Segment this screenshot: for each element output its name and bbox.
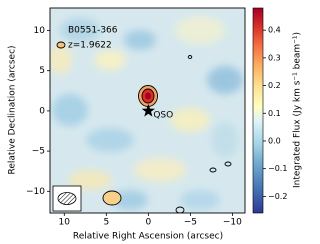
x-tick-label: −5 xyxy=(184,218,197,228)
colorbar-label: Integrated Flux (Jy km s⁻¹ beam⁻¹) xyxy=(293,32,303,188)
colorbar-tick-label: −0.2 xyxy=(268,192,287,201)
colorbar-tick-label: 0.1 xyxy=(268,109,281,118)
colorbar-tick-label: −0.1 xyxy=(268,164,287,173)
y-tick-label: 5 xyxy=(39,66,45,76)
x-tick-label: 10 xyxy=(59,218,71,228)
emission xyxy=(145,92,151,100)
y-axis-label: Relative Declination (arcsec) xyxy=(8,45,18,174)
annotation: z=1.9622 xyxy=(68,41,112,51)
colorbar xyxy=(252,7,264,214)
colorbar-tick-label: 0.0 xyxy=(268,136,281,145)
colorbar-tick-label: 0.3 xyxy=(268,53,281,62)
y-tick-label: 0 xyxy=(39,106,45,116)
y-tick-label: −5 xyxy=(32,147,45,157)
x-tick-label: 0 xyxy=(145,218,151,228)
map-image xyxy=(50,8,245,213)
annotation: B0551-366 xyxy=(68,26,118,36)
x-axis-label: Relative Right Ascension (arcsec) xyxy=(73,232,223,242)
y-tick-label: −10 xyxy=(26,187,45,197)
colorbar-tick-label: 0.4 xyxy=(268,26,281,35)
x-tick-label: −10 xyxy=(223,218,242,228)
colorbar-tick-label: 0.2 xyxy=(268,81,281,90)
marker-label: QSO xyxy=(153,110,173,120)
beam xyxy=(57,192,77,205)
contours xyxy=(56,41,232,213)
chart: B0551-366 z=1.9622 Relative Right Ascens… xyxy=(8,7,303,242)
plot-frame xyxy=(49,7,246,214)
marker-star xyxy=(141,103,155,117)
y-tick-label: 10 xyxy=(34,26,46,36)
x-tick-label: 5 xyxy=(103,218,109,228)
